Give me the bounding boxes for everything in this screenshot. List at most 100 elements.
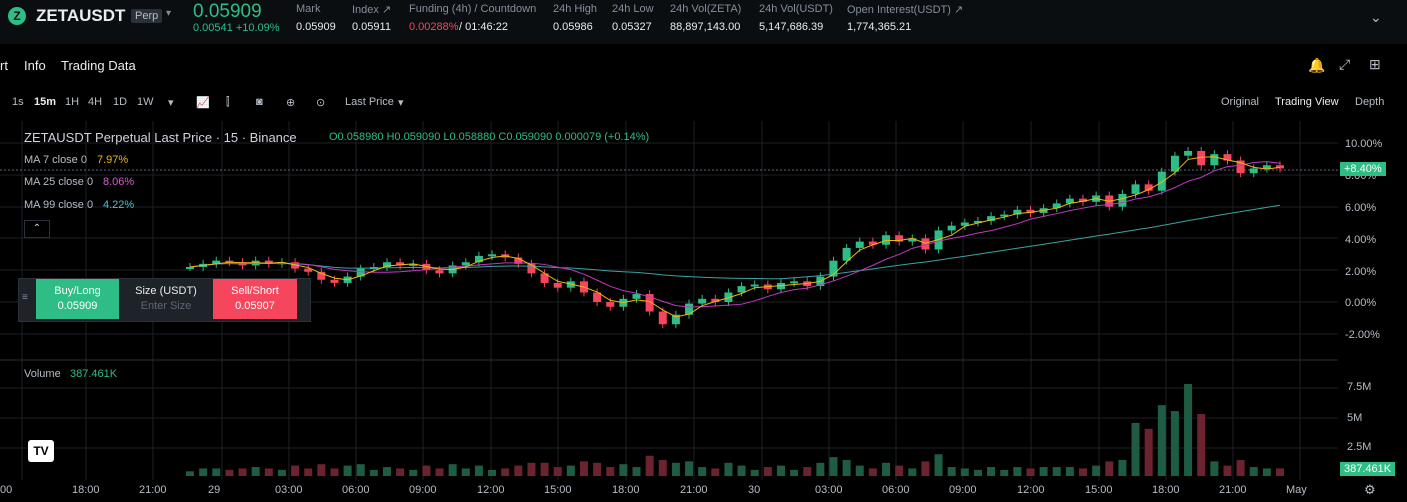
bell-icon[interactable]: 🔔 bbox=[1308, 57, 1326, 73]
stat-high-value: 0.05986 bbox=[553, 21, 593, 33]
candle-type-icon[interactable]: ⫿ bbox=[226, 96, 230, 108]
volume-bar bbox=[1052, 467, 1061, 476]
stat-index-label[interactable]: Index ↗ bbox=[352, 4, 392, 16]
grid-layout-icon[interactable]: ⊞ bbox=[1369, 56, 1381, 72]
interval-1w[interactable]: 1W bbox=[137, 96, 154, 108]
volume-bar bbox=[566, 465, 575, 476]
candle-body bbox=[934, 230, 943, 250]
buy-price: 0.05909 bbox=[57, 300, 98, 312]
volume-bar bbox=[711, 468, 720, 476]
volume-bar bbox=[1236, 459, 1245, 476]
volume-bar bbox=[1197, 414, 1206, 476]
sell-short-button[interactable]: Sell/Short 0.05907 bbox=[213, 279, 297, 319]
stat-vol-zeta-label: 24h Vol(ZETA) bbox=[670, 3, 742, 15]
size-input[interactable]: Size (USDT) Enter Size bbox=[119, 279, 213, 319]
x-tick: 12:00 bbox=[477, 484, 505, 496]
candle-body bbox=[855, 241, 864, 248]
drag-handle-icon[interactable]: ≡ bbox=[22, 292, 28, 303]
ohlc-values: O0.058980 H0.059090 L0.058880 C0.059090 … bbox=[329, 131, 650, 143]
candle-body bbox=[1210, 154, 1219, 166]
stat-index-value: 0.05911 bbox=[352, 21, 391, 33]
volume-bar bbox=[291, 465, 300, 476]
chevron-down-icon[interactable]: ▾ bbox=[166, 8, 172, 19]
tab-info[interactable]: Info bbox=[24, 58, 46, 73]
settings-gear-icon[interactable]: ⚙ bbox=[1364, 482, 1376, 497]
stat-countdown-value: / 01:46:22 bbox=[459, 21, 508, 33]
buy-long-button[interactable]: Buy/Long 0.05909 bbox=[36, 279, 119, 319]
volume-bar bbox=[304, 468, 313, 476]
candle-body bbox=[632, 294, 641, 299]
stat-funding-value: 0.00288% bbox=[409, 21, 459, 33]
chevron-down-icon[interactable]: ▾ bbox=[168, 97, 174, 109]
volume-bar bbox=[1039, 467, 1048, 476]
volume-bar bbox=[619, 464, 628, 476]
expand-icon[interactable]: ⤢ bbox=[1339, 56, 1351, 72]
view-trading-view[interactable]: Trading View bbox=[1275, 96, 1339, 108]
candle-body bbox=[1065, 198, 1074, 204]
zeta-logo-icon: Z bbox=[8, 7, 26, 25]
plus-circle-icon[interactable]: ⊕ bbox=[286, 97, 296, 109]
view-original[interactable]: Original bbox=[1221, 96, 1259, 108]
volume-bar bbox=[1131, 422, 1140, 476]
candle-body bbox=[291, 262, 300, 269]
interval-1d[interactable]: 1D bbox=[113, 96, 128, 108]
volume-bar bbox=[251, 467, 260, 476]
volume-label: Volume bbox=[24, 368, 61, 380]
candle-body bbox=[304, 268, 313, 272]
volume-bar bbox=[1157, 405, 1166, 476]
volume-bar bbox=[225, 469, 234, 476]
candle-body bbox=[186, 267, 194, 270]
tradingview-logo-icon[interactable]: TV bbox=[28, 440, 54, 462]
view-depth[interactable]: Depth bbox=[1355, 96, 1385, 108]
volume-bar bbox=[579, 461, 588, 476]
x-tick: May bbox=[1286, 484, 1307, 496]
volume-bar bbox=[514, 465, 523, 476]
volume-bar bbox=[763, 467, 772, 476]
tab-trading-data[interactable]: Trading Data bbox=[61, 58, 136, 73]
candle-body bbox=[947, 225, 956, 231]
price-chart[interactable] bbox=[0, 121, 1338, 502]
settings-icon[interactable]: ⊙ bbox=[316, 97, 326, 109]
collapse-legend-button[interactable]: ⌃ bbox=[24, 220, 50, 238]
interval-1s[interactable]: 1s bbox=[12, 96, 24, 108]
candle-body bbox=[396, 262, 405, 266]
candle-body bbox=[685, 303, 694, 315]
candle-body bbox=[1026, 209, 1035, 213]
stat-low-label: 24h Low bbox=[612, 3, 654, 15]
volume-bar bbox=[790, 469, 799, 476]
volume-bar bbox=[947, 467, 956, 476]
chevron-down-icon[interactable]: ▾ bbox=[398, 97, 404, 109]
candle-body bbox=[1118, 193, 1127, 207]
stat-oi-label[interactable]: Open Interest(USDT) ↗ bbox=[847, 4, 964, 16]
volume-bar bbox=[868, 468, 877, 476]
interval-1h[interactable]: 1H bbox=[65, 96, 80, 108]
volume-bars bbox=[186, 383, 1284, 476]
candle-body bbox=[317, 271, 326, 280]
candle-body bbox=[790, 281, 799, 284]
stat-vol-usdt-value: 5,147,686.39 bbox=[759, 21, 824, 33]
x-tick: 06:00 bbox=[342, 484, 370, 496]
candle-body bbox=[1079, 198, 1088, 202]
volume-bar bbox=[1026, 468, 1035, 476]
interval-4h[interactable]: 4H bbox=[88, 96, 103, 108]
candle-body bbox=[921, 238, 930, 250]
volume-bar bbox=[593, 462, 602, 476]
tab-chart[interactable]: rt bbox=[0, 58, 8, 73]
candle-body bbox=[842, 247, 851, 261]
price-type-select[interactable]: Last Price bbox=[345, 96, 394, 108]
camera-icon[interactable]: ◙ bbox=[256, 96, 263, 108]
volume-bar bbox=[540, 462, 549, 476]
chevron-down-icon[interactable]: ⌄ bbox=[1370, 9, 1382, 25]
indicator-icon[interactable]: 📈 bbox=[196, 97, 210, 109]
x-tick: 09:00 bbox=[949, 484, 977, 496]
candle-body bbox=[474, 255, 483, 263]
candle-body bbox=[1184, 150, 1193, 156]
symbol-name[interactable]: ZETAUSDT bbox=[36, 6, 126, 25]
candle-body bbox=[868, 241, 877, 245]
candle-body bbox=[895, 235, 904, 242]
y-tick: 0.00% bbox=[1345, 297, 1377, 309]
volume-bar bbox=[238, 468, 247, 476]
x-tick: 18:00 bbox=[612, 484, 640, 496]
chart-title: ZETAUSDT Perpetual Last Price · 15 · Bin… bbox=[24, 130, 297, 145]
interval-15m[interactable]: 15m bbox=[34, 96, 57, 108]
